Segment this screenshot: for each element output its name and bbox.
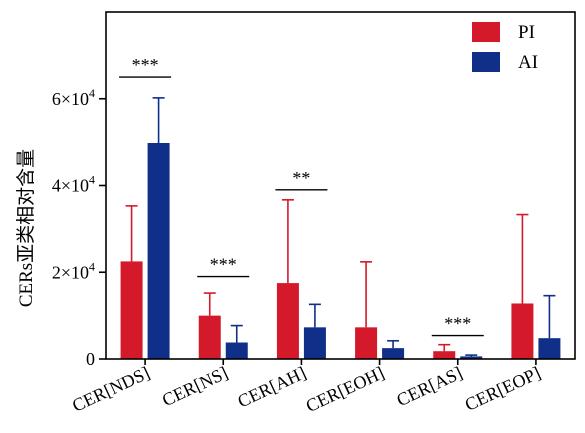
bar-ai xyxy=(303,327,326,359)
significance-label: *** xyxy=(132,55,159,75)
significance-label: ** xyxy=(292,168,310,188)
legend-swatch-ai xyxy=(472,52,500,72)
bars xyxy=(120,142,561,359)
bar-ai xyxy=(225,342,248,359)
legend-label-ai: AI xyxy=(518,52,538,73)
y-tick-label: 2×104 xyxy=(52,259,95,282)
bar-ai xyxy=(147,142,170,359)
bar-pi xyxy=(511,303,534,359)
legend: PI AI xyxy=(472,22,538,73)
legend-label-pi: PI xyxy=(518,22,535,43)
x-tick-label: CER[NDS] xyxy=(69,362,153,415)
error-bars xyxy=(125,97,556,357)
x-tick-label: CER[AS] xyxy=(394,362,466,410)
legend-swatch-pi xyxy=(472,22,500,42)
x-tick-label: CER[EOH] xyxy=(303,362,388,416)
bar-ai xyxy=(460,356,483,359)
x-tick-label: CER[AH] xyxy=(234,362,309,411)
significance-label: *** xyxy=(210,255,237,275)
y-axis-label: CERs亚类相对含量 xyxy=(15,149,37,307)
bar-ai xyxy=(538,338,561,359)
significance-label: *** xyxy=(444,314,471,334)
bar-pi xyxy=(355,327,378,359)
x-tick-label: CER[EOP] xyxy=(462,362,544,414)
bar-pi xyxy=(120,261,143,359)
plot-frame xyxy=(105,11,576,360)
bar-pi xyxy=(276,283,299,359)
bar-ai xyxy=(382,348,405,359)
bar-pi xyxy=(433,351,456,359)
y-tick-label: 4×104 xyxy=(52,173,95,196)
y-tick-label: 0 xyxy=(86,349,95,369)
bar-pi xyxy=(198,315,221,359)
significance-annotations: *********** xyxy=(119,55,484,337)
y-tick-label: 6×104 xyxy=(52,86,95,109)
x-tick-label: CER[NS] xyxy=(159,362,231,410)
